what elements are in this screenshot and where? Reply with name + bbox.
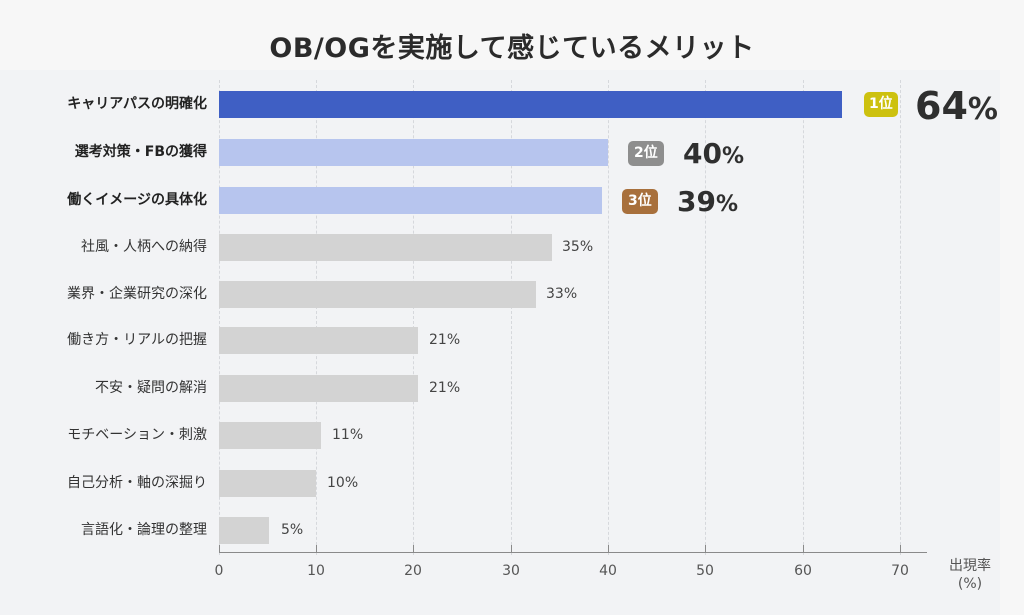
rank-badge-2: 2位 <box>628 141 664 166</box>
chart-title: OB/OGを実施して感じているメリット <box>269 33 755 64</box>
value-label: 35% <box>562 239 594 255</box>
x-tick-label: 20 <box>404 563 422 579</box>
value-label: 33% <box>546 286 578 302</box>
value-pct: % <box>715 192 739 217</box>
value-label: 5% <box>281 522 304 538</box>
x-tick <box>316 545 317 553</box>
value-label: 21% <box>429 380 461 396</box>
bar <box>219 234 552 261</box>
value-label: 21% <box>429 332 461 348</box>
x-tick <box>705 545 706 553</box>
x-tick-label: 50 <box>696 563 714 579</box>
category-label: 自己分析・軸の深掘り <box>67 475 207 491</box>
bar-rank-1 <box>219 91 842 118</box>
category-label: 働き方・リアルの把握 <box>67 332 207 348</box>
bar <box>219 327 418 354</box>
x-tick <box>413 545 414 553</box>
value-pct: % <box>721 144 745 169</box>
x-tick-label: 60 <box>794 563 812 579</box>
x-tick <box>219 545 220 553</box>
gridline <box>803 80 804 555</box>
category-label: モチベーション・刺激 <box>67 427 207 443</box>
value-label: 39% <box>677 186 738 221</box>
value-label: 40% <box>683 138 744 173</box>
bar <box>219 470 316 497</box>
bar <box>219 281 536 308</box>
value-label: 64% <box>915 84 998 132</box>
x-tick-label: 10 <box>307 563 325 579</box>
x-tick <box>608 545 609 553</box>
rank-badge-1: 1位 <box>864 92 898 117</box>
value-number: 40 <box>683 137 722 170</box>
gridline <box>900 80 901 555</box>
x-axis-title: 出現率 (%) <box>940 557 1000 593</box>
x-tick <box>900 545 901 553</box>
x-tick <box>803 545 804 553</box>
value-number: 64 <box>915 84 968 128</box>
value-label: 10% <box>327 475 359 491</box>
value-pct: % <box>967 92 998 127</box>
gridline <box>219 80 220 555</box>
bar <box>219 517 269 544</box>
gridline <box>413 80 414 555</box>
x-tick-label: 40 <box>599 563 617 579</box>
category-label: キャリアパスの明確化 <box>67 96 207 112</box>
category-label: 社風・人柄への納得 <box>81 239 207 255</box>
x-tick-label: 30 <box>502 563 520 579</box>
category-label: 選考対策・FBの獲得 <box>74 144 207 160</box>
value-label: 11% <box>332 427 364 443</box>
bar <box>219 375 418 402</box>
x-tick-label: 0 <box>214 563 224 579</box>
x-axis-title-line1: 出現率 <box>949 558 991 574</box>
bar-rank-3 <box>219 187 602 214</box>
gridline <box>608 80 609 555</box>
category-label: 不安・疑問の解消 <box>95 380 207 396</box>
value-number: 39 <box>677 185 716 218</box>
gridline <box>705 80 706 555</box>
category-label: 言語化・論理の整理 <box>81 522 207 538</box>
x-tick-label: 70 <box>891 563 909 579</box>
gridline <box>511 80 512 555</box>
category-label: 働くイメージの具体化 <box>67 192 207 208</box>
gridline <box>316 80 317 555</box>
x-axis-title-line2: (%) <box>957 576 983 592</box>
category-label: 業界・企業研究の深化 <box>67 286 207 302</box>
rank-badge-3: 3位 <box>622 189 658 214</box>
x-axis-line <box>219 552 927 553</box>
bar <box>219 422 321 449</box>
x-tick <box>511 545 512 553</box>
bar-rank-2 <box>219 139 608 166</box>
